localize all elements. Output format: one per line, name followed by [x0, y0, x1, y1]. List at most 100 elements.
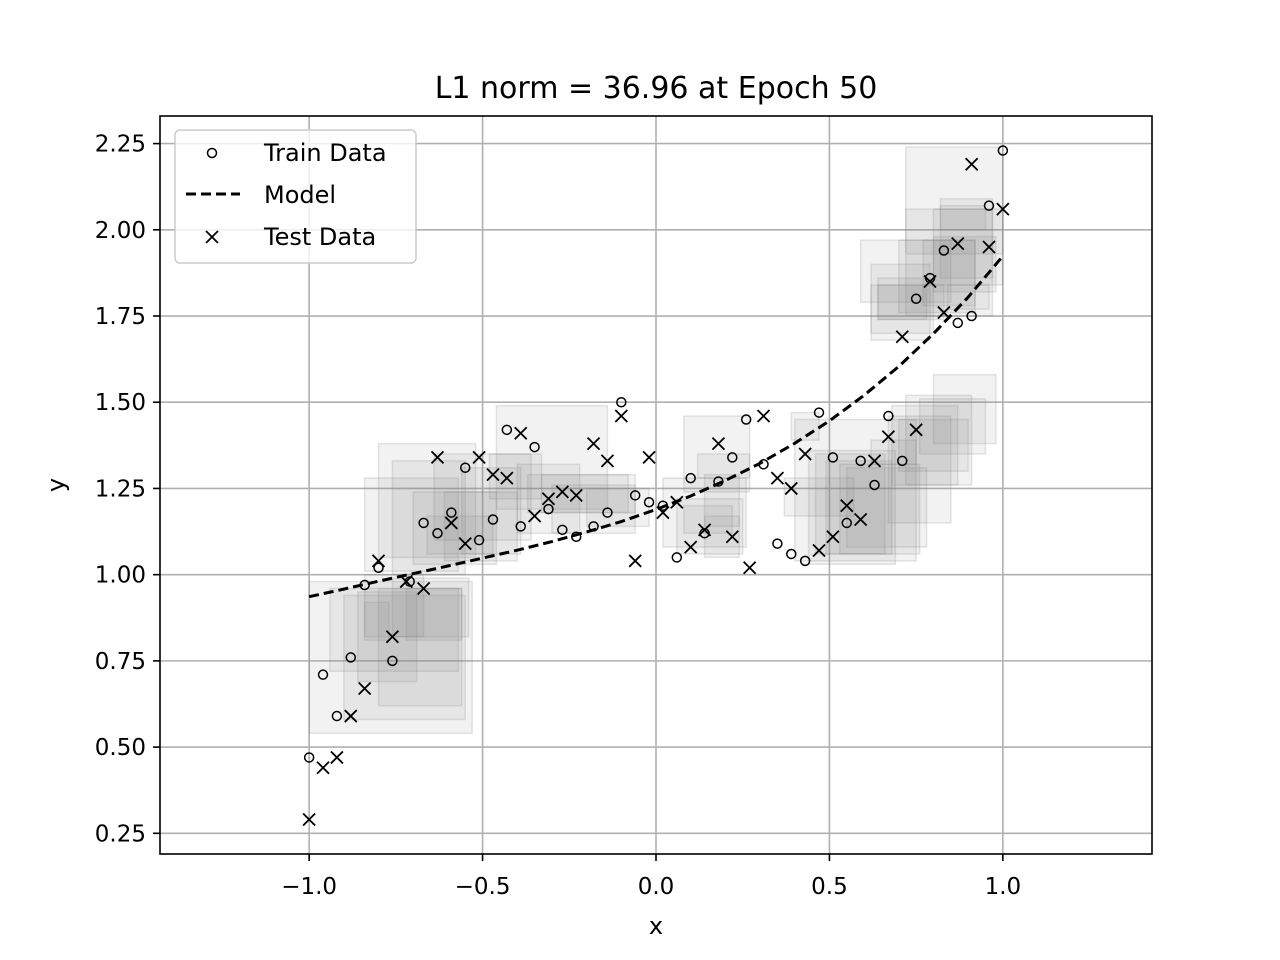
test-point: [642, 450, 656, 465]
train-point: [459, 462, 471, 474]
train-point: [602, 507, 613, 518]
test-point: [514, 426, 528, 440]
train-point: [938, 245, 950, 256]
train-point: [317, 669, 329, 680]
uncertainty-box: [308, 580, 473, 735]
train-point: [813, 407, 825, 418]
train-point: [473, 534, 485, 546]
test-point: [555, 485, 569, 499]
train-point: [786, 548, 797, 560]
train-point: [841, 517, 853, 529]
uncertainty-box: [898, 239, 976, 314]
test-point: [358, 681, 372, 696]
uncertainty-box: [540, 473, 630, 514]
x-tick-label: 1.0: [985, 874, 1022, 900]
x-tick-label: −1.0: [281, 874, 337, 900]
train-point: [616, 396, 627, 408]
test-point: [756, 409, 771, 423]
uncertainty-boxes: [308, 146, 1004, 735]
uncertainty-box: [433, 453, 532, 541]
test-point: [344, 709, 358, 723]
train-point: [966, 310, 977, 322]
uncertainty-box: [859, 239, 952, 303]
axis-ticks: −1.0 −0.5 0.0 0.5 1.0 0.25 0.50 0.75 1.00 1.25 1.5…: [95, 132, 1021, 900]
train-point: [983, 200, 995, 211]
uncertainty-box: [932, 208, 1004, 286]
legend-circle-marker: [206, 147, 218, 159]
train-point: [387, 655, 398, 667]
test-point: [854, 512, 868, 527]
train-point: [952, 317, 964, 329]
test-point: [826, 530, 840, 544]
x-tick-label: −0.5: [455, 874, 511, 900]
legend-frame: [174, 129, 417, 264]
test-point: [444, 516, 458, 530]
test-point: [784, 481, 798, 496]
train-point: [629, 490, 641, 501]
train-point: [713, 476, 724, 487]
train-point: [869, 479, 880, 491]
uncertainty-box: [676, 498, 744, 555]
legend: Train Data Model Test Data: [174, 129, 417, 264]
train-point: [827, 452, 839, 463]
test-point: [500, 471, 514, 485]
test-point: [697, 523, 712, 537]
train-point: [359, 579, 370, 591]
y-tick-label: 1.25: [95, 476, 146, 502]
legend-label-test: Test Data: [263, 223, 376, 251]
test-point: [670, 495, 684, 509]
test-point: [684, 540, 698, 554]
uncertainty-box: [846, 467, 928, 548]
test-point: [628, 554, 642, 568]
uncertainty-box: [391, 577, 470, 638]
train-point: [345, 652, 357, 663]
uncertainty-box: [551, 484, 636, 535]
uncertainty-box: [814, 453, 886, 555]
test-point: [541, 492, 556, 506]
train-point: [543, 503, 554, 515]
train-point: [799, 555, 811, 567]
y-tick-label: 1.50: [95, 390, 146, 416]
uncertainty-box: [377, 587, 463, 707]
test-data-series: [302, 157, 1010, 827]
train-point: [671, 552, 683, 563]
test-point: [982, 240, 996, 254]
train-point: [643, 496, 655, 508]
test-point: [812, 543, 826, 558]
legend-label-train: Train Data: [263, 139, 387, 167]
train-point: [588, 521, 599, 532]
test-point: [430, 450, 445, 465]
train-point: [685, 472, 696, 484]
train-point: [373, 562, 384, 574]
train-point: [303, 752, 315, 763]
y-tick-label: 0.75: [95, 649, 146, 675]
train-point: [758, 459, 769, 470]
train-point: [910, 293, 922, 305]
test-point: [458, 536, 472, 551]
train-point: [515, 521, 526, 532]
train-point: [997, 145, 1009, 156]
uncertainty-box: [870, 284, 935, 335]
uncertainty-box: [946, 284, 990, 310]
uncertainty-box: [363, 573, 425, 638]
uncertainty-box: [443, 491, 519, 562]
test-point: [996, 202, 1010, 216]
uncertainty-box: [363, 601, 390, 641]
uncertainty-box: [839, 463, 921, 555]
uncertainty-box: [870, 439, 917, 466]
uncertainty-box: [904, 394, 973, 486]
test-point: [600, 454, 615, 468]
test-point: [486, 468, 500, 482]
test-point: [909, 423, 923, 437]
x-axis-label: x: [649, 912, 663, 940]
uncertainty-box: [495, 404, 609, 510]
uncertainty-box: [918, 398, 987, 455]
train-point: [772, 538, 783, 549]
test-point: [614, 409, 628, 423]
test-point: [711, 436, 726, 451]
legend-x-marker: [205, 230, 219, 244]
uncertainty-box: [825, 460, 893, 555]
train-point: [570, 531, 582, 542]
train-point: [727, 452, 738, 463]
test-point: [937, 305, 951, 320]
